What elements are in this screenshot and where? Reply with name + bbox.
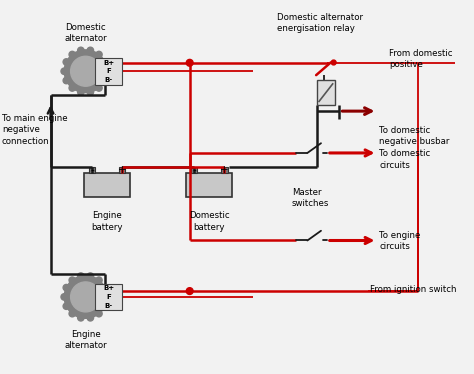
Text: Domestic
alternator: Domestic alternator — [64, 22, 107, 43]
Circle shape — [69, 277, 75, 283]
Bar — [83, 174, 130, 197]
Text: To engine
circuits: To engine circuits — [379, 231, 421, 251]
Bar — [95, 58, 122, 85]
Circle shape — [101, 77, 108, 84]
Circle shape — [78, 89, 84, 95]
Bar — [317, 80, 335, 105]
Text: +: + — [220, 165, 228, 175]
Text: B+: B+ — [103, 60, 114, 66]
Circle shape — [69, 310, 75, 317]
Bar — [95, 283, 122, 310]
Text: B+: B+ — [103, 285, 114, 291]
Circle shape — [78, 47, 84, 53]
Text: B-: B- — [105, 303, 113, 309]
Circle shape — [96, 310, 102, 317]
Circle shape — [101, 284, 108, 291]
Bar — [89, 166, 95, 174]
Circle shape — [104, 294, 110, 300]
Text: To domestic
negative busbar: To domestic negative busbar — [379, 126, 450, 146]
Circle shape — [61, 68, 67, 74]
Text: To main engine
negative
connection: To main engine negative connection — [2, 114, 68, 146]
Text: B-: B- — [105, 77, 113, 83]
Circle shape — [63, 77, 70, 84]
Circle shape — [64, 276, 107, 318]
Circle shape — [69, 85, 75, 91]
Circle shape — [96, 51, 102, 58]
Text: Domestic alternator
energisation relay: Domestic alternator energisation relay — [277, 13, 363, 33]
Circle shape — [87, 273, 93, 279]
Bar — [221, 166, 228, 174]
Circle shape — [331, 60, 336, 65]
Text: Engine
alternator: Engine alternator — [64, 330, 107, 350]
Circle shape — [69, 51, 75, 58]
Circle shape — [63, 284, 70, 291]
Bar — [191, 166, 198, 174]
Text: F: F — [106, 294, 111, 300]
Bar — [118, 166, 126, 174]
Text: Master
switches: Master switches — [292, 188, 329, 208]
Text: Engine
battery: Engine battery — [91, 211, 123, 232]
Circle shape — [186, 288, 193, 294]
Text: +: + — [118, 165, 127, 175]
Text: -: - — [90, 165, 94, 175]
Text: To domestic
circuits: To domestic circuits — [379, 149, 430, 169]
Circle shape — [71, 282, 100, 312]
Circle shape — [87, 47, 93, 53]
Circle shape — [96, 277, 102, 283]
Circle shape — [101, 303, 108, 309]
Text: Domestic
battery: Domestic battery — [189, 211, 229, 232]
Circle shape — [78, 273, 84, 279]
Text: From ignition switch: From ignition switch — [370, 285, 456, 294]
Circle shape — [64, 50, 107, 93]
Circle shape — [104, 68, 110, 74]
Circle shape — [61, 294, 67, 300]
Circle shape — [87, 315, 93, 321]
Circle shape — [71, 56, 100, 86]
Circle shape — [63, 59, 70, 65]
Text: From domestic
positive: From domestic positive — [389, 49, 453, 69]
Circle shape — [87, 89, 93, 95]
Circle shape — [63, 303, 70, 309]
Text: -: - — [192, 165, 196, 175]
Circle shape — [78, 315, 84, 321]
Circle shape — [101, 59, 108, 65]
Text: F: F — [106, 68, 111, 74]
Circle shape — [96, 85, 102, 91]
Bar — [186, 174, 232, 197]
Circle shape — [186, 59, 193, 66]
